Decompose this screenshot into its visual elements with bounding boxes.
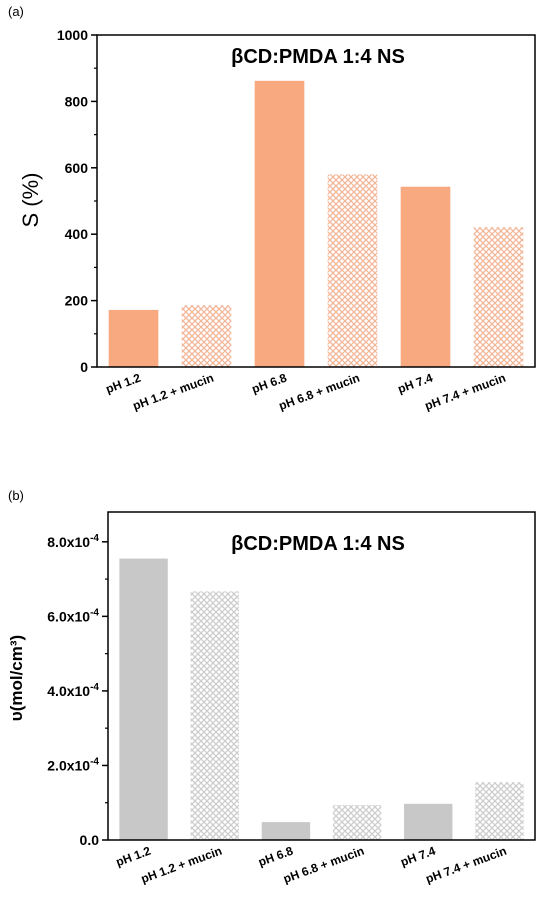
y-axis-label-a: S (%): [18, 173, 43, 228]
bar-a-1: [181, 305, 232, 367]
y-axis-label-b: υ(mol/cm³): [7, 635, 26, 721]
chart-panel-b: (b) βCD:PMDA 1:4 NS υ(mol/cm³) 0.0 2.0x10…: [7, 488, 536, 886]
x-tick-label-b-0: pH 1.2: [114, 844, 153, 870]
y-tick-label-a-5: 1000: [57, 27, 88, 43]
chart-panel-a: (a) βCD:PMDA 1:4 NS S (%) 0 200 400 600 800 1…: [8, 4, 536, 413]
x-tick-label-b-2: pH 6.8: [256, 844, 295, 870]
bar-b-3: [332, 804, 382, 840]
x-tick-label-b-3: pH 6.8 + mucin: [281, 844, 366, 886]
plot-frame-b: [107, 511, 536, 841]
y-tick-label-a-3: 600: [65, 160, 89, 176]
x-tick-label-a-4: pH 7.4: [396, 371, 435, 397]
x-tick-label-b-1: pH 1.2 + mucin: [139, 844, 224, 886]
x-tick-label-a-3: pH 6.8 + mucin: [277, 371, 362, 413]
panel-label-a: (a): [8, 4, 24, 19]
chart-title-a: βCD:PMDA 1:4 NS: [231, 46, 405, 68]
x-tick-label-a-2: pH 6.8: [250, 371, 289, 397]
y-tick-label-b-0: 0.0: [80, 832, 100, 848]
x-tick-label-b-5: pH 7.4 + mucin: [424, 844, 509, 886]
y-tick-label-a-0: 0: [80, 359, 88, 375]
y-tick-label-a-1: 200: [65, 293, 89, 309]
x-tick-label-a-0: pH 1.2: [104, 371, 143, 397]
bar-b-0: [119, 558, 168, 840]
bar-b-2: [261, 822, 311, 840]
bar-a-5: [473, 227, 524, 367]
y-tick-label-a-4: 800: [65, 93, 89, 109]
y-tick-label-b-3: 6.0x10-4: [47, 607, 99, 624]
y-tick-label-b-1: 2.0x10-4: [47, 756, 99, 773]
bar-a-0: [108, 309, 159, 367]
bar-b-4: [404, 803, 453, 840]
panel-label-b: (b): [8, 488, 24, 503]
bar-a-3: [327, 174, 378, 367]
x-tick-label-a-1: pH 1.2 + mucin: [131, 371, 216, 413]
bar-a-2: [254, 80, 305, 367]
y-tick-label-b-4: 8.0x10-4: [47, 533, 99, 550]
x-tick-label-b-4: pH 7.4: [399, 844, 438, 870]
chart-title-b: βCD:PMDA 1:4 NS: [231, 533, 405, 555]
x-tick-label-a-5: pH 7.4 + mucin: [423, 371, 508, 413]
y-tick-label-b-2: 4.0x10-4: [47, 682, 99, 699]
bar-b-5: [475, 782, 524, 840]
bar-a-4: [400, 186, 451, 367]
plot-frame-a: [96, 34, 536, 368]
bar-b-1: [190, 591, 239, 840]
y-tick-label-a-2: 400: [65, 226, 89, 242]
